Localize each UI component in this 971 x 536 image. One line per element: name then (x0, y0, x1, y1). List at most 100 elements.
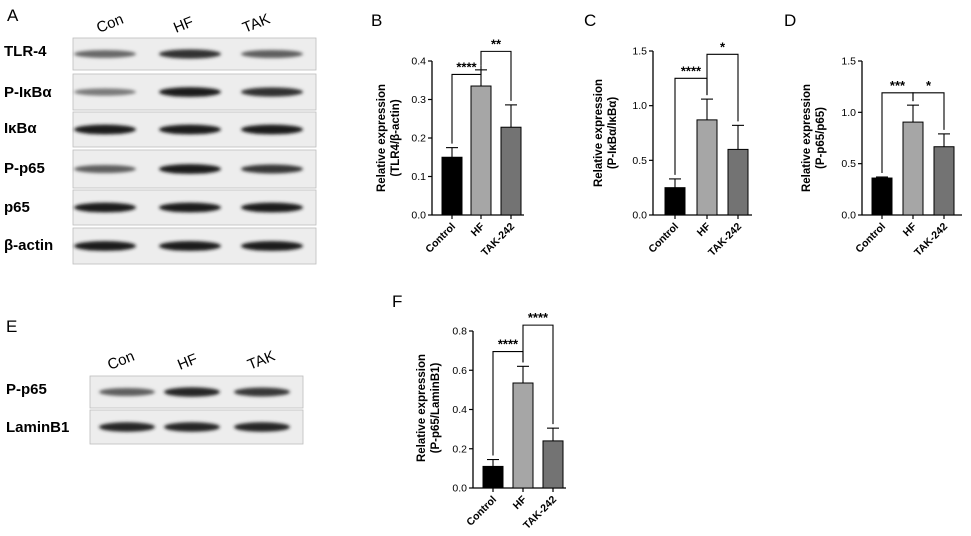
category-label: TAK-242 (521, 494, 559, 532)
y-axis-label-line: Relative expression (801, 84, 813, 192)
lane-label-con: Con (94, 11, 126, 37)
y-axis-label: Relative expression (P-IκBα/IκBα) (593, 79, 619, 187)
blot-band (164, 422, 220, 432)
significance-label: ** (491, 36, 502, 51)
y-tick-label: 0.2 (411, 133, 426, 145)
significance-label: * (720, 39, 726, 54)
blot-band (241, 164, 303, 174)
blot-band (159, 87, 221, 97)
lane-label-tak: TAK (240, 10, 272, 36)
significance-bracket (451, 65, 482, 144)
bar (512, 382, 534, 489)
y-tick-label: 1.0 (841, 107, 856, 119)
y-tick-label: 0.4 (452, 404, 467, 416)
y-tick-label: 0.0 (632, 210, 647, 222)
western-blot-a: Con HF TAK TLR-4 P-IκBα IκBα P-p65 p65 β… (4, 10, 317, 265)
y-tick-label: 0.2 (452, 443, 467, 455)
y-tick-label: 0.0 (452, 483, 467, 495)
significance-label: **** (456, 59, 477, 74)
significance-bracket (480, 50, 512, 101)
y-tick-label: 0.8 (452, 326, 467, 338)
blot-band (234, 387, 290, 397)
y-axis-label-line: (P-p65/LaminB1) (430, 362, 442, 453)
panel-letter-f: F (392, 292, 402, 311)
significance-bracket (912, 92, 945, 130)
significance-label: * (926, 78, 932, 93)
y-tick-label: 0.3 (411, 94, 426, 106)
category-label: Control (464, 494, 499, 529)
blot-row-label: LaminB1 (6, 419, 69, 436)
category-label: HF (511, 493, 530, 512)
significance-label: **** (681, 63, 702, 78)
bar (500, 126, 522, 216)
blot-row-label: P-p65 (6, 381, 47, 398)
bar (727, 148, 749, 216)
lane-label-con: Con (105, 348, 137, 374)
blot-band (241, 87, 303, 97)
lane-label-hf: HF (171, 13, 196, 36)
bar (696, 119, 718, 216)
significance-label: **** (528, 310, 549, 325)
blot-band (99, 388, 155, 396)
blot-band (74, 88, 136, 96)
category-label: TAK-242 (912, 221, 950, 259)
panel-letter-d: D (784, 11, 796, 30)
y-axis-label-line: (P-IκBα/IκBα) (607, 97, 619, 169)
bar (542, 440, 564, 489)
y-tick-label: 0.4 (411, 56, 426, 68)
blot-band (164, 387, 220, 397)
category-label: HF (695, 220, 714, 239)
blot-band (159, 49, 221, 59)
blot-band (159, 202, 221, 213)
panel-letter-e: E (6, 317, 17, 336)
bar (664, 187, 686, 216)
chart-d: 0.0 0.5 1.0 1.5 Relative expression (P-p65/p6… (801, 56, 962, 259)
y-axis-label: Relative expression (P-p65/LaminB1) (416, 354, 442, 462)
bar (871, 177, 893, 216)
blot-band (99, 422, 155, 432)
blot-row-label: P-IκBα (4, 84, 52, 101)
lane-label-tak: TAK (245, 347, 277, 373)
blot-band (241, 124, 303, 135)
blot-band (234, 422, 290, 432)
blot-row-label: β-actin (4, 237, 53, 254)
y-axis-label-line: (TLR4/β-actin) (390, 99, 402, 176)
y-axis-label: Relative expression (TLR4/β-actin) (376, 84, 402, 192)
y-axis-label-line: Relative expression (593, 79, 605, 187)
significance-label: *** (890, 78, 906, 93)
y-tick-label: 1.0 (632, 100, 647, 112)
blot-row-label: p65 (4, 199, 30, 216)
blot-band (159, 164, 221, 174)
y-axis-label-line: Relative expression (416, 354, 428, 462)
y-tick-label: 0.5 (841, 158, 856, 170)
y-tick-label: 0.0 (841, 210, 856, 222)
significance-label: **** (498, 337, 519, 352)
panel-letter-c: C (584, 11, 596, 30)
blot-row-label: IκBα (4, 120, 37, 137)
y-tick-label: 0.0 (411, 210, 426, 222)
blot-band (241, 241, 303, 251)
y-tick-label: 1.5 (632, 46, 647, 58)
y-axis-label-line: Relative expression (376, 84, 388, 192)
significance-bracket (706, 53, 739, 122)
y-tick-label: 0.1 (411, 171, 426, 183)
category-label: Control (423, 221, 458, 256)
chart-c: 0.0 0.5 1.0 1.5 Relative expression (P-IκBα/I… (593, 39, 752, 259)
panel-letter-b: B (371, 11, 382, 30)
y-tick-label: 1.5 (841, 56, 856, 68)
blot-band (74, 165, 136, 173)
blot-band (74, 124, 136, 135)
bar (441, 156, 463, 216)
chart-f: 0.0 0.2 0.4 0.6 0.8 Relative expression (P-p65… (416, 310, 566, 532)
bar (933, 146, 955, 216)
western-blot-e: Con HF TAK P-p65 LaminB1 (6, 347, 304, 445)
category-label: Control (646, 221, 681, 256)
category-label: HF (469, 220, 488, 239)
y-tick-label: 0.5 (632, 155, 647, 167)
blot-band (241, 50, 303, 58)
category-label: Control (853, 221, 888, 256)
bar (482, 465, 504, 489)
blot-band (74, 202, 136, 213)
